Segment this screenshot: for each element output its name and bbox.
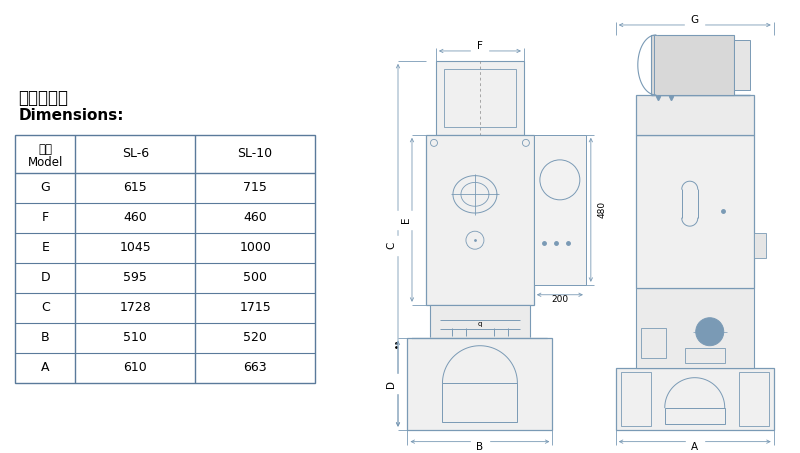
Bar <box>616 368 774 429</box>
Circle shape <box>696 318 724 346</box>
Text: 510: 510 <box>123 331 147 344</box>
Text: 外形尺寸：: 外形尺寸： <box>18 89 68 107</box>
Bar <box>621 372 650 426</box>
Text: A: A <box>41 361 50 374</box>
Bar <box>738 372 769 426</box>
Bar <box>442 383 518 422</box>
Text: 1000: 1000 <box>239 241 271 254</box>
Text: 460: 460 <box>243 211 267 224</box>
Text: SL-10: SL-10 <box>238 147 273 160</box>
Text: G: G <box>690 15 699 25</box>
Bar <box>430 305 530 338</box>
Text: Dimensions:: Dimensions: <box>18 108 124 123</box>
Text: 1045: 1045 <box>119 241 151 254</box>
Text: E: E <box>42 241 50 254</box>
Text: G: G <box>41 181 50 194</box>
Text: 1715: 1715 <box>239 301 271 314</box>
Text: 200: 200 <box>551 295 569 304</box>
Text: F: F <box>42 211 49 224</box>
Bar <box>426 135 534 305</box>
Text: SL-6: SL-6 <box>122 147 149 160</box>
Bar <box>15 135 315 383</box>
Text: Model: Model <box>28 156 63 169</box>
Bar <box>636 95 754 135</box>
Text: B: B <box>476 442 483 452</box>
Bar <box>665 408 725 424</box>
Bar <box>754 233 766 258</box>
Bar <box>436 61 524 135</box>
Text: 610: 610 <box>123 361 147 374</box>
Text: 型號: 型號 <box>38 143 52 156</box>
Bar <box>534 135 586 285</box>
Text: 1728: 1728 <box>119 301 151 314</box>
Text: 715: 715 <box>243 181 267 194</box>
Text: E: E <box>401 217 411 223</box>
Text: D: D <box>41 271 50 284</box>
Text: 500: 500 <box>243 271 267 284</box>
Text: 663: 663 <box>243 361 267 374</box>
Text: 460: 460 <box>123 211 147 224</box>
Text: D: D <box>386 380 396 388</box>
Text: B: B <box>41 331 50 344</box>
Bar <box>636 288 754 368</box>
Bar <box>444 69 516 127</box>
Bar <box>685 348 725 363</box>
Bar <box>650 35 734 95</box>
Text: 520: 520 <box>243 331 267 344</box>
Bar <box>636 135 754 288</box>
Polygon shape <box>654 35 656 95</box>
Bar <box>470 314 490 326</box>
Bar <box>734 40 750 90</box>
Text: C: C <box>41 301 50 314</box>
Text: C: C <box>386 241 396 249</box>
Bar <box>641 328 666 358</box>
Text: A: A <box>691 442 698 452</box>
Text: 480: 480 <box>598 201 607 218</box>
Bar <box>407 338 552 429</box>
Text: 595: 595 <box>123 271 147 284</box>
Text: F: F <box>477 41 483 51</box>
Text: q: q <box>478 321 482 327</box>
Text: 615: 615 <box>123 181 147 194</box>
